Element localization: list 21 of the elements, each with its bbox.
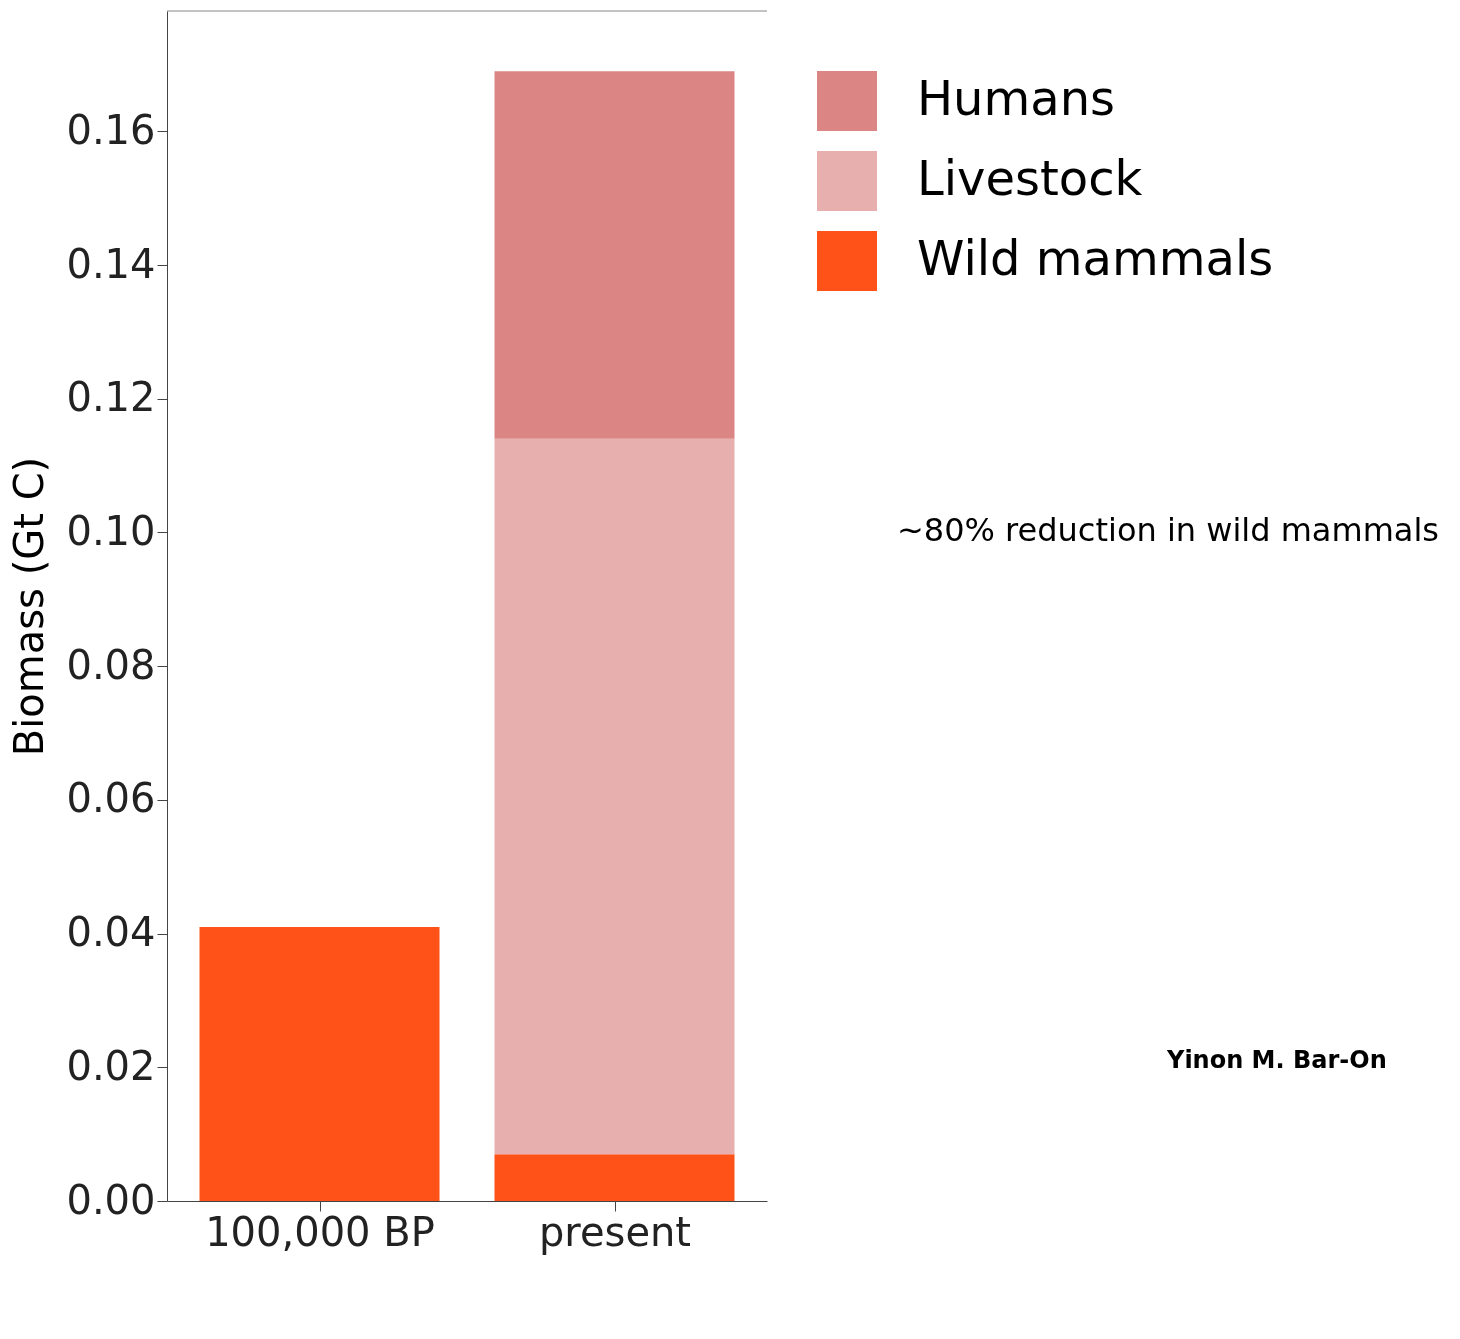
y-tick-label: 0.14 xyxy=(66,240,156,287)
text: Yinon M. Bar-On xyxy=(1166,1046,1387,1074)
y-tick-label: 0.00 xyxy=(66,1176,156,1223)
bar xyxy=(199,926,440,1201)
y-tick-label: 0.02 xyxy=(66,1042,156,1089)
legend-label: Humans xyxy=(917,70,1116,126)
y-tick-label: 0.10 xyxy=(66,507,156,554)
y-tick-label: 0.04 xyxy=(66,909,156,956)
y-tick-label: 0.12 xyxy=(66,374,156,421)
text: ~80% reduction in wild mammals xyxy=(897,511,1439,549)
bar xyxy=(494,1154,735,1201)
legend-label: Wild mammals xyxy=(917,230,1274,286)
y-tick-label: 0.16 xyxy=(66,106,156,153)
x-tick-label: present xyxy=(538,1208,692,1255)
bar xyxy=(494,438,735,1155)
y-tick-label: 0.06 xyxy=(66,775,156,822)
bar xyxy=(494,71,735,439)
x-tick-label: 100,000 BP xyxy=(205,1208,435,1255)
legend-label: Livestock xyxy=(917,150,1143,206)
y-tick-label: 0.08 xyxy=(66,641,156,688)
y-axis-title: Biomass (Gt C) xyxy=(6,456,53,757)
